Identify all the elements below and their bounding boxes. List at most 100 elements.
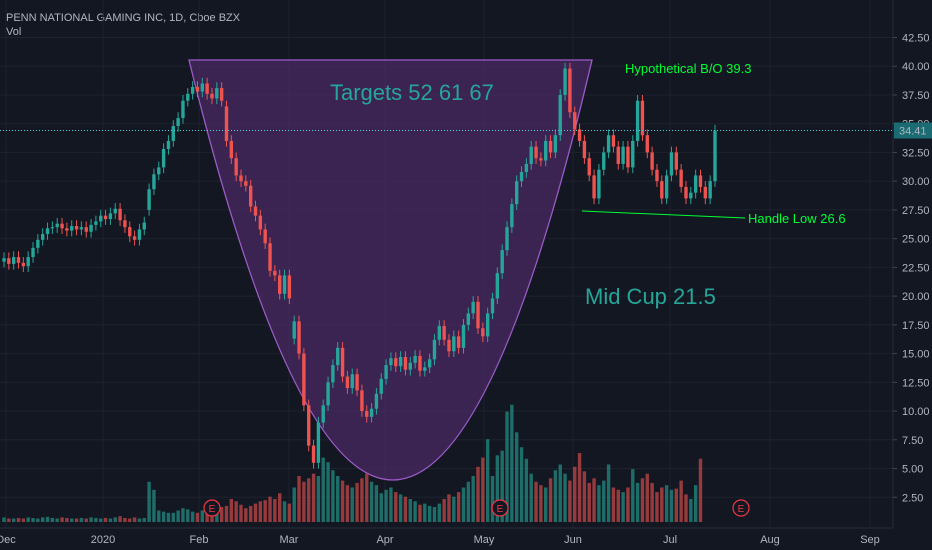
candle-body bbox=[384, 365, 388, 379]
volume-bar bbox=[456, 492, 461, 522]
candle-body bbox=[244, 181, 248, 186]
volume-bar bbox=[611, 487, 616, 522]
volume-bar bbox=[326, 462, 330, 522]
y-tick-label: 25.00 bbox=[902, 234, 930, 246]
candle-body bbox=[684, 186, 688, 199]
volume-bar bbox=[403, 496, 408, 522]
y-tick-label: 5.00 bbox=[902, 464, 923, 476]
candle-body bbox=[340, 347, 345, 377]
candle-body bbox=[258, 215, 263, 230]
volume-bar bbox=[626, 487, 630, 522]
candle-body bbox=[331, 365, 335, 383]
earnings-marker[interactable]: E bbox=[732, 499, 750, 517]
volume-bar bbox=[157, 510, 161, 522]
candle-body bbox=[365, 411, 369, 417]
candle-body bbox=[128, 227, 132, 237]
volume-bar bbox=[166, 512, 171, 522]
candle-body bbox=[679, 169, 683, 187]
volume-bar bbox=[234, 501, 238, 522]
volume-bar bbox=[60, 517, 64, 522]
time-axis[interactable]: Dec 2020 Feb Mar Apr May Jun Jul Aug Sep bbox=[0, 527, 893, 546]
volume-bar bbox=[495, 455, 500, 522]
candle-body bbox=[650, 152, 654, 170]
candle-body bbox=[592, 175, 596, 199]
volume-bar bbox=[137, 518, 142, 522]
volume-bar bbox=[563, 473, 567, 522]
volume-bar bbox=[365, 473, 369, 522]
volume-bar bbox=[16, 517, 21, 522]
x-tick-label: Dec bbox=[0, 534, 16, 546]
candle-body bbox=[640, 100, 645, 136]
candle-body bbox=[476, 301, 480, 329]
volume-bar bbox=[515, 432, 519, 522]
x-tick-label: May bbox=[474, 534, 495, 546]
volume-bar bbox=[340, 480, 345, 522]
candle-body bbox=[65, 228, 69, 231]
volume-bar bbox=[679, 480, 683, 522]
handle-low-line bbox=[581, 210, 746, 219]
volume-bar bbox=[287, 503, 292, 522]
volume-bar bbox=[79, 517, 84, 522]
volume-bar bbox=[99, 518, 103, 522]
candle-body bbox=[452, 336, 456, 352]
volume-bar bbox=[239, 504, 243, 522]
earnings-marker[interactable]: E bbox=[203, 499, 221, 517]
candle-body bbox=[219, 88, 224, 101]
volume-bar bbox=[553, 470, 558, 522]
candle-body bbox=[157, 167, 161, 175]
candle-body bbox=[447, 339, 451, 352]
volume-bar bbox=[631, 469, 635, 522]
candle-body bbox=[553, 135, 558, 153]
candle-body bbox=[515, 181, 519, 205]
volume-bar bbox=[418, 504, 422, 522]
candle-body bbox=[205, 83, 209, 94]
volume-bar bbox=[219, 507, 224, 522]
earnings-marker[interactable]: E bbox=[491, 499, 509, 517]
volume-bar bbox=[471, 476, 475, 522]
volume-bar bbox=[181, 508, 185, 522]
volume-bar bbox=[70, 518, 74, 522]
candle-body bbox=[336, 347, 340, 366]
volume-bar bbox=[369, 481, 374, 522]
volume-bar bbox=[176, 510, 180, 522]
volume-bar bbox=[297, 476, 301, 522]
volume-bar bbox=[432, 507, 437, 522]
x-tick-label: Apr bbox=[376, 534, 393, 546]
candle-body bbox=[621, 146, 625, 164]
candle-body bbox=[94, 221, 98, 225]
volume-bar bbox=[7, 518, 11, 522]
candle-body bbox=[660, 181, 664, 199]
volume-bar bbox=[292, 487, 296, 522]
volume-bar bbox=[442, 499, 446, 522]
candle-body bbox=[45, 228, 50, 235]
candle-body bbox=[471, 301, 475, 314]
candle-body bbox=[689, 192, 693, 199]
volume-bar bbox=[123, 517, 127, 522]
candle-body bbox=[297, 321, 301, 354]
volume-bar bbox=[374, 485, 379, 522]
candle-body bbox=[21, 262, 26, 267]
volume-bar bbox=[573, 466, 577, 522]
volume-bar bbox=[592, 478, 596, 522]
candle-body bbox=[239, 175, 243, 182]
volume-bar bbox=[606, 464, 611, 522]
volume-bar bbox=[65, 517, 69, 522]
volume-bar bbox=[505, 411, 509, 522]
volume-bar bbox=[485, 439, 490, 522]
candle-body bbox=[442, 326, 446, 340]
volume-bar bbox=[582, 471, 587, 522]
volume-bar bbox=[693, 485, 698, 522]
volume-bar bbox=[316, 476, 321, 522]
volume-bar bbox=[698, 458, 703, 522]
candle-body bbox=[631, 140, 635, 168]
candle-body bbox=[84, 227, 88, 232]
candle-body bbox=[103, 215, 108, 220]
candle-body bbox=[510, 204, 514, 228]
candle-body bbox=[369, 408, 374, 417]
candle-body bbox=[137, 229, 142, 240]
volume-bar bbox=[282, 501, 287, 522]
price-axis[interactable]: 42.5040.0037.5035.0032.5030.0027.5025.00… bbox=[892, 0, 930, 528]
candle-body bbox=[171, 126, 175, 141]
